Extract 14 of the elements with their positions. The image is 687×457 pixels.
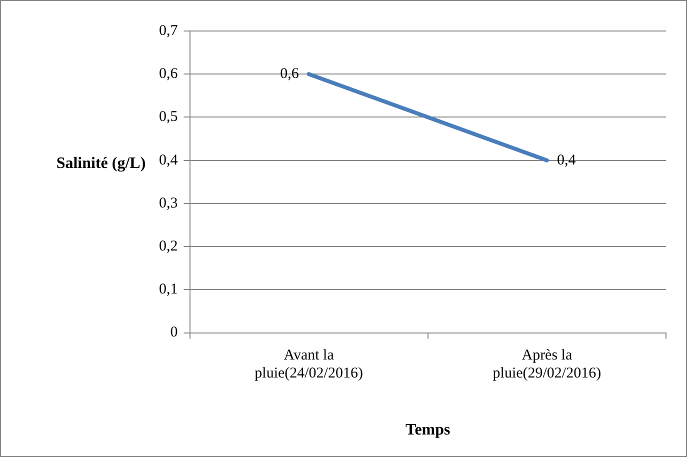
x-axis-title: Temps	[405, 422, 450, 439]
y-tick-label: 0,4	[159, 152, 178, 168]
data-label: 0,6	[280, 66, 300, 82]
data-label: 0,4	[556, 152, 576, 168]
y-tick-label: 0,2	[159, 238, 178, 255]
y-tick-label: 0,6	[159, 66, 178, 82]
x-tick-label: Avant la pluie(24/02/2016)	[254, 348, 363, 382]
y-tick-label: 0,1	[159, 282, 178, 298]
y-tick-label: 0	[170, 324, 178, 341]
y-tick-label: 0,3	[159, 195, 178, 212]
y-axis-title: Salinité (g/L)	[55, 154, 147, 174]
y-tick-label: 0,5	[159, 109, 178, 126]
x-tick-label: Après la pluie(29/02/2016)	[492, 348, 602, 382]
y-tick-label: 0,7	[159, 22, 178, 39]
